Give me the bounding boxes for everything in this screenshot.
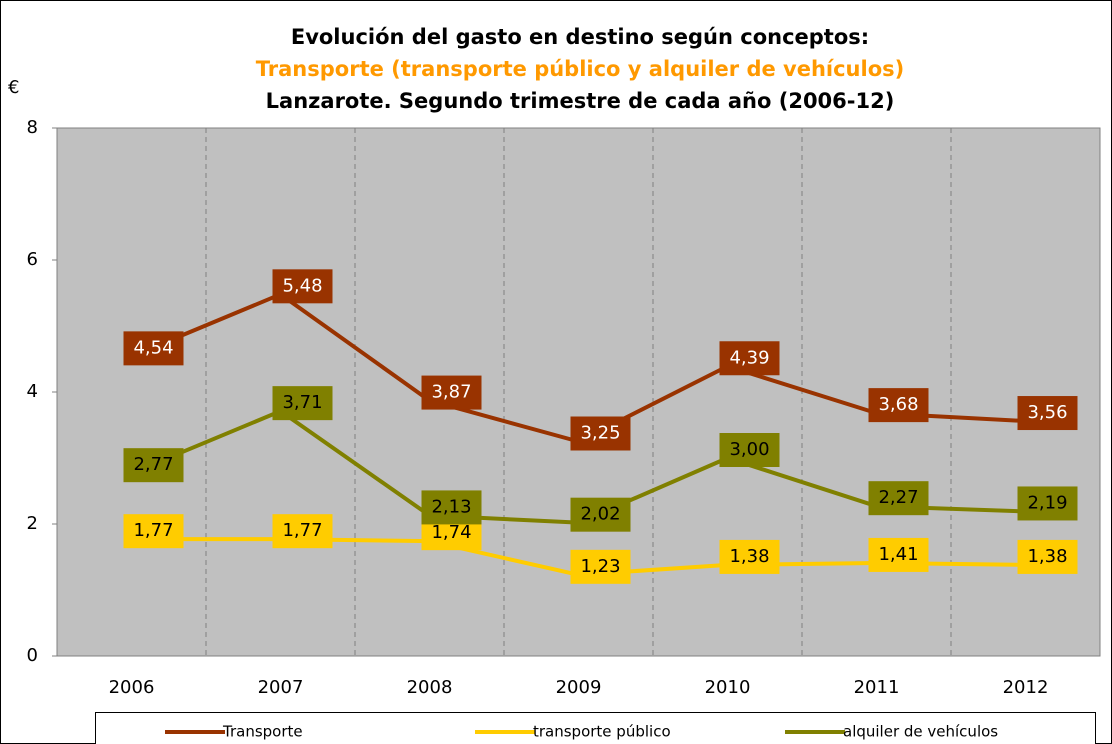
data-label-box	[1017, 539, 1078, 574]
data-label-box	[123, 331, 184, 366]
legend-label: transporte público	[533, 723, 671, 741]
x-tick-label: 2010	[705, 677, 751, 698]
chart-subtitle: Transporte (transporte público y alquile…	[256, 57, 904, 81]
data-label: 1,38	[729, 546, 769, 567]
data-label-box	[868, 388, 929, 423]
data-label: 1,23	[580, 556, 620, 577]
y-tick-label: 4	[27, 381, 38, 402]
y-tick-label: 6	[27, 249, 38, 270]
data-label: 2,77	[133, 454, 173, 475]
legend	[95, 712, 1096, 744]
x-tick-label: 2007	[258, 677, 304, 698]
data-label: 2,13	[431, 496, 471, 517]
chart-subtitle: Lanzarote. Segundo trimestre de cada año…	[266, 89, 895, 113]
data-label: 1,41	[878, 544, 918, 565]
data-label: 1,74	[431, 522, 471, 543]
data-label-box	[868, 481, 929, 516]
legend-label: Transporte	[222, 723, 303, 741]
x-tick-label: 2012	[1003, 677, 1049, 698]
data-label-box	[868, 537, 929, 572]
data-label-box	[570, 549, 631, 584]
data-label-box	[272, 514, 333, 549]
data-label: 5,48	[282, 275, 322, 296]
data-label: 3,25	[580, 423, 620, 444]
x-tick-label: 2009	[556, 677, 602, 698]
y-tick-label: 0	[27, 645, 38, 666]
data-label: 3,56	[1027, 402, 1067, 423]
data-label-box	[1017, 486, 1078, 521]
data-label-box	[421, 375, 482, 410]
data-label: 2,19	[1027, 492, 1067, 513]
data-label: 3,71	[282, 392, 322, 413]
data-label-box	[570, 416, 631, 451]
data-label-box	[719, 433, 780, 467]
data-label-box	[1017, 396, 1078, 431]
data-label: 2,02	[580, 504, 620, 525]
data-label: 2,27	[878, 487, 918, 508]
x-tick-label: 2006	[109, 677, 155, 698]
data-label-box	[272, 386, 333, 421]
legend-label: alquiler de vehículos	[843, 723, 998, 741]
chart-title: Evolución del gasto en destino según con…	[291, 25, 869, 49]
y-tick-label: 2	[27, 513, 38, 534]
data-label-box	[719, 539, 780, 574]
x-tick-label: 2011	[854, 677, 900, 698]
x-tick-label: 2008	[407, 677, 453, 698]
y-axis-label: €	[8, 77, 19, 98]
data-label-box	[719, 341, 780, 376]
data-label: 3,87	[431, 382, 471, 403]
y-tick-label: 8	[27, 117, 38, 138]
data-label: 1,38	[1027, 546, 1067, 567]
data-label-box	[570, 497, 631, 532]
data-label: 4,54	[133, 337, 173, 358]
data-label: 3,68	[878, 394, 918, 415]
data-label-box	[272, 269, 333, 304]
data-label: 3,00	[729, 439, 769, 460]
data-label: 1,77	[282, 520, 322, 541]
data-label: 1,77	[133, 520, 173, 541]
data-label: 4,39	[729, 347, 769, 368]
data-label-box	[123, 514, 184, 549]
data-label-box	[421, 490, 482, 525]
data-label-box	[123, 448, 184, 483]
